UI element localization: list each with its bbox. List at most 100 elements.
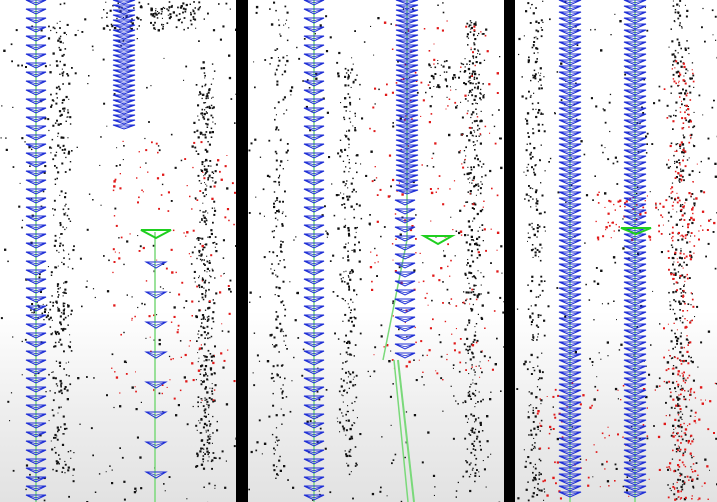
- frustum-edge: [634, 47, 647, 52]
- frustum-edge: [395, 84, 408, 88]
- frustum-edge: [395, 44, 408, 48]
- frustum-edge: [313, 233, 325, 238]
- frustum-edge: [313, 17, 325, 22]
- frustum-edge: [558, 359, 571, 364]
- frustum-edge: [313, 188, 325, 193]
- frustum-edge: [155, 381, 167, 386]
- frustum-edge: [112, 49, 125, 53]
- frustum-edge: [558, 269, 571, 274]
- frustum-edge: [35, 188, 47, 193]
- frustum-edge: [623, 23, 636, 28]
- keyframe-frustum: [303, 107, 325, 114]
- frustum-edge: [25, 62, 37, 67]
- frustum-edge: [623, 467, 636, 472]
- frustum-edge: [35, 269, 47, 274]
- keyframe-frustum: [112, 24, 136, 30]
- frustum-edge: [623, 143, 636, 148]
- keyframe-frustum: [25, 386, 47, 393]
- frustum-edge: [634, 455, 647, 460]
- frustum-edge: [623, 101, 636, 106]
- frustum-edge: [558, 371, 571, 376]
- frustum-edge: [569, 371, 582, 376]
- keyframe-frustum: [558, 389, 582, 396]
- frustum-edge: [558, 89, 571, 94]
- frustum-edge: [623, 275, 636, 280]
- frustum-edge: [303, 314, 315, 319]
- keyframe-frustum: [623, 137, 647, 144]
- frustum-edge: [25, 206, 37, 211]
- frustum-edge: [394, 235, 406, 240]
- frustum-edge: [303, 305, 315, 310]
- frustum-edge: [623, 191, 636, 196]
- keyframe-frustum: [395, 104, 419, 110]
- frustum-edge: [35, 431, 47, 436]
- frustum-edge: [558, 197, 571, 202]
- frustum-edge: [558, 185, 571, 190]
- frustum-edge: [558, 281, 571, 286]
- frustum-edge: [123, 114, 136, 118]
- frustum-edge: [623, 377, 636, 382]
- keyframe-frustum: [303, 242, 325, 249]
- frustum-edge: [303, 233, 315, 238]
- keyframe-frustum: [558, 425, 582, 432]
- keyframe-frustum: [303, 98, 325, 105]
- keyframe-frustum: [112, 59, 136, 65]
- keyframe-frustum: [394, 262, 416, 269]
- frustum-edge: [394, 307, 406, 312]
- frustum-edge: [395, 89, 408, 93]
- frustum-edge: [569, 257, 582, 262]
- keyframe-frustum: [558, 83, 582, 90]
- frustum-edge: [404, 298, 416, 303]
- frustum-edge: [25, 260, 37, 265]
- keyframe-frustum: [623, 461, 647, 468]
- frustum-edge: [634, 83, 647, 88]
- keyframe-frustum: [623, 23, 647, 30]
- frustum-edge: [35, 287, 47, 292]
- frustum-edge: [112, 119, 125, 123]
- frustum-edge: [303, 89, 315, 94]
- frustum-edge: [313, 224, 325, 229]
- frustum-edge: [25, 314, 37, 319]
- keyframe-frustum: [395, 49, 419, 55]
- keyframe-frustum: [558, 383, 582, 390]
- keyframe-frustum: [395, 149, 419, 155]
- keyframe-frustum: [303, 251, 325, 258]
- frustum-edge: [406, 29, 419, 33]
- frustum-edge: [303, 215, 315, 220]
- frustum-edge: [155, 351, 167, 356]
- frustum-edge: [123, 24, 136, 28]
- frustum-edge: [35, 386, 47, 391]
- frustum-edge: [569, 485, 582, 490]
- frustum-edge: [404, 253, 416, 258]
- frustum-edge: [112, 0, 125, 3]
- keyframe-frustum: [623, 425, 647, 432]
- frustum-edge: [35, 296, 47, 301]
- frustum-edge: [558, 383, 571, 388]
- keyframe-frustum: [558, 197, 582, 204]
- frustum-edge: [558, 71, 571, 76]
- keyframe-frustum: [558, 179, 582, 186]
- keyframe-frustum: [558, 461, 582, 468]
- frustum-edge: [569, 341, 582, 346]
- frustum-edge: [406, 4, 419, 8]
- keyframe-frustum: [112, 74, 136, 80]
- frustum-edge: [569, 185, 582, 190]
- frustum-edge: [404, 208, 416, 213]
- frustum-edge: [623, 71, 636, 76]
- keyframe-frustum: [623, 41, 647, 48]
- frustum-edge: [623, 215, 636, 220]
- frustum-edge: [569, 23, 582, 28]
- frustum-edge: [569, 113, 582, 118]
- frustum-edge: [569, 449, 582, 454]
- frustum-edge: [35, 494, 47, 499]
- keyframe-frustum: [623, 365, 647, 372]
- frustum-edge: [313, 170, 325, 175]
- frustum-edge: [558, 173, 571, 178]
- frustum-edge: [395, 144, 408, 148]
- frustum-edge: [623, 287, 636, 292]
- frustum-edge: [25, 323, 37, 328]
- frustum-edge: [395, 19, 408, 23]
- frustum-edge: [303, 287, 315, 292]
- keyframe-frustum: [303, 233, 325, 240]
- keyframe-frustum: [25, 467, 47, 474]
